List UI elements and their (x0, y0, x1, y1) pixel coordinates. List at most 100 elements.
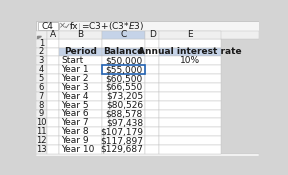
Bar (102, 110, 145, 118)
Bar (159, 92, 221, 101)
Bar (145, 31, 159, 39)
Bar (47, 118, 59, 127)
Bar (36, 110, 47, 118)
Bar (59, 56, 102, 65)
Bar (59, 31, 102, 39)
Text: Year 2: Year 2 (62, 74, 89, 83)
Bar (145, 136, 159, 145)
Bar (102, 83, 145, 92)
Text: E: E (187, 30, 193, 39)
Bar (36, 31, 259, 39)
Bar (145, 145, 159, 154)
Text: 4: 4 (39, 65, 44, 74)
Text: B: B (77, 30, 84, 39)
Bar (59, 145, 102, 154)
Text: ×: × (59, 22, 66, 30)
Bar (47, 56, 59, 65)
Bar (102, 65, 145, 74)
Bar (102, 31, 145, 39)
Text: fx: fx (70, 22, 78, 30)
Bar (37, 22, 58, 30)
Bar (59, 136, 102, 145)
Bar (47, 145, 59, 154)
Polygon shape (37, 36, 41, 39)
Bar (59, 101, 102, 110)
Bar (36, 145, 47, 154)
Text: 9: 9 (39, 110, 44, 118)
Text: C: C (120, 30, 127, 39)
Bar (36, 48, 47, 56)
Text: $55,000: $55,000 (106, 65, 143, 74)
Bar (102, 56, 145, 65)
Text: Year 3: Year 3 (62, 83, 89, 92)
Text: Year 8: Year 8 (62, 127, 89, 136)
Text: Annual interest rate: Annual interest rate (139, 47, 242, 57)
Bar (59, 74, 102, 83)
Text: D: D (149, 30, 156, 39)
Bar (159, 127, 221, 136)
Text: Year 1: Year 1 (62, 65, 89, 74)
Bar (36, 83, 47, 92)
Bar (145, 118, 159, 127)
Bar (47, 136, 59, 145)
Bar (102, 48, 145, 56)
Bar (59, 127, 102, 136)
Bar (47, 110, 59, 118)
Text: Year 10: Year 10 (62, 145, 95, 154)
Bar (159, 39, 221, 48)
Bar (36, 65, 47, 74)
Text: 6: 6 (39, 83, 44, 92)
Bar (36, 21, 259, 31)
Bar (36, 136, 47, 145)
Text: $66,550: $66,550 (106, 83, 143, 92)
Bar (102, 118, 145, 127)
Bar (145, 83, 159, 92)
Bar (59, 92, 102, 101)
Text: 1: 1 (39, 39, 44, 48)
Bar (36, 74, 47, 83)
Text: $97,438: $97,438 (106, 118, 143, 127)
Bar (36, 56, 47, 65)
Bar (59, 110, 102, 118)
Bar (47, 31, 59, 39)
Text: $88,578: $88,578 (106, 110, 143, 118)
Text: Period: Period (64, 47, 97, 57)
Bar (59, 39, 102, 48)
Bar (47, 48, 59, 56)
Text: $60,500: $60,500 (106, 74, 143, 83)
Bar (145, 39, 159, 48)
Bar (159, 136, 221, 145)
Bar (36, 31, 47, 39)
Bar (145, 74, 159, 83)
Text: Year 5: Year 5 (62, 101, 89, 110)
Bar (47, 92, 59, 101)
Bar (102, 145, 145, 154)
Bar (145, 48, 159, 56)
Bar (36, 101, 47, 110)
Text: C4: C4 (42, 22, 54, 30)
Text: 8: 8 (39, 101, 44, 110)
Bar (36, 92, 47, 101)
Bar (59, 118, 102, 127)
Bar (159, 110, 221, 118)
Text: 7: 7 (39, 92, 44, 101)
Bar (159, 31, 221, 39)
Bar (59, 83, 102, 92)
Text: 3: 3 (39, 56, 44, 65)
Text: Year 7: Year 7 (62, 118, 89, 127)
Text: $107,179: $107,179 (100, 127, 143, 136)
Text: Year 9: Year 9 (62, 136, 89, 145)
Bar (159, 48, 221, 56)
Bar (145, 92, 159, 101)
Bar (47, 83, 59, 92)
Text: $73,205: $73,205 (106, 92, 143, 101)
Text: Balance: Balance (103, 47, 144, 57)
Text: 13: 13 (36, 145, 47, 154)
Bar (36, 154, 259, 156)
Text: Year 6: Year 6 (62, 110, 89, 118)
Bar (47, 39, 59, 48)
Bar (159, 65, 221, 74)
Bar (159, 145, 221, 154)
Bar (102, 101, 145, 110)
Bar (102, 92, 145, 101)
